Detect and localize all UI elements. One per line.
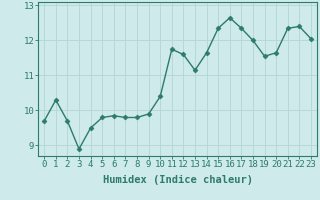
X-axis label: Humidex (Indice chaleur): Humidex (Indice chaleur) [103, 175, 252, 185]
